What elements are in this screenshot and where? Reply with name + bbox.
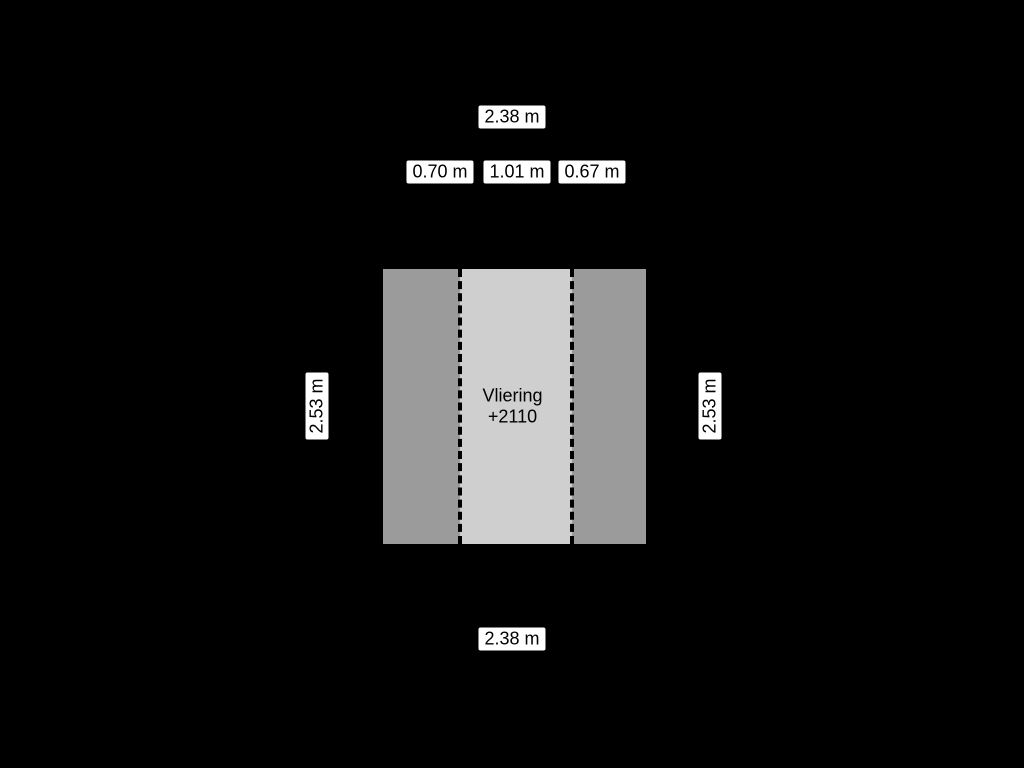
room-label: Vliering +2110 — [383, 385, 642, 428]
room-level: +2110 — [488, 407, 537, 427]
dim-left-side: 2.53 m — [306, 372, 329, 439]
dim-top-overall: 2.38 m — [478, 106, 545, 129]
dim-top-seg-1: 0.70 m — [406, 161, 473, 184]
floorplan-stage: Vliering +2110 2.38 m 0.70 m 1.01 m 0.67… — [0, 0, 1024, 768]
plan-dashed-1 — [570, 269, 574, 544]
room-name: Vliering — [482, 385, 542, 405]
dim-top-seg-2: 1.01 m — [483, 161, 550, 184]
floorplan-outline: Vliering +2110 — [381, 267, 644, 546]
dim-bottom-overall: 2.38 m — [478, 628, 545, 651]
plan-dashed-0 — [458, 269, 462, 544]
dim-right-side: 2.53 m — [699, 372, 722, 439]
dim-top-seg-3: 0.67 m — [558, 161, 625, 184]
